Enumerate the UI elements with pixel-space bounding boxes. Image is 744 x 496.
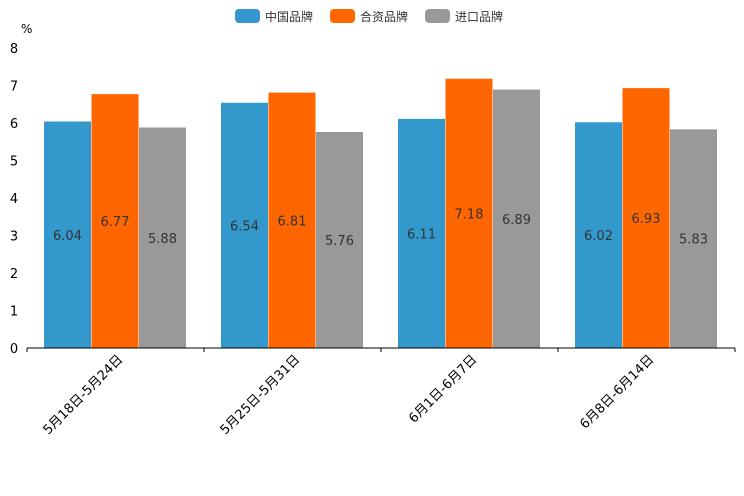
bars [44,78,717,349]
bar[interactable] [493,89,540,348]
y-tick-label: 8 [10,42,18,57]
bar-value-label: 5.83 [679,233,708,248]
bar-value-label: 6.11 [407,227,436,242]
y-tick-label: 0 [10,342,18,357]
x-tick-label: 5月18日-5月24日 [41,352,127,438]
bar-value-label: 6.93 [632,212,661,227]
bar-value-label: 5.88 [148,232,177,247]
y-tick-label: 1 [10,305,18,320]
y-axis-unit-label: % [21,22,32,36]
legend-swatch[interactable] [425,9,450,23]
bar-value-label: 6.04 [53,229,82,244]
bar-value-label: 5.76 [325,234,354,249]
bar[interactable] [398,118,445,348]
bar-value-label: 6.77 [101,215,130,230]
bar[interactable] [44,121,91,349]
bar[interactable] [445,78,493,348]
legend-swatch[interactable] [330,9,355,23]
legend[interactable]: 中国品牌 合资品牌 进口品牌 [235,9,503,24]
y-tick-label: 4 [10,192,18,207]
legend-item-label[interactable]: 进口品牌 [455,10,503,24]
bar[interactable] [91,94,139,348]
bar[interactable] [139,127,186,349]
y-tick-label: 2 [10,267,18,282]
y-tick-label: 7 [10,80,18,95]
bar[interactable] [622,88,670,348]
legend-item-label[interactable]: 中国品牌 [265,9,313,24]
bar-value-label: 6.54 [230,219,259,234]
bar[interactable] [316,132,363,348]
bar-value-label: 6.02 [584,229,613,244]
bar[interactable] [670,129,717,348]
x-tick-label: 6月1日-6月7日 [406,352,480,426]
x-axis: 5月18日-5月24日 5月25日-5月31日 6月1日-6月7日 6月8日-6月14… [26,348,736,438]
bar-value-label: 6.81 [278,214,307,229]
legend-item-label[interactable]: 合资品牌 [360,9,408,24]
x-tick-label: 5月25日-5月31日 [218,352,304,438]
bar-value-label: 6.89 [502,213,531,228]
bar-value-label: 7.18 [455,207,484,222]
y-tick-label: 3 [10,230,18,245]
y-tick-label: 6 [10,117,18,132]
legend-swatch[interactable] [235,9,260,23]
bar[interactable] [221,102,268,348]
value-labels: 6.04 6.77 5.88 6.54 6.81 5.76 6.11 7.18 6.89 6.02… [53,207,708,249]
bar[interactable] [268,92,316,348]
y-axis: 0 1 2 3 4 5 6 7 8 [10,42,18,357]
bar[interactable] [575,122,622,348]
x-tick-label: 6月8日-6月14日 [577,352,657,432]
y-tick-label: 5 [10,155,18,170]
